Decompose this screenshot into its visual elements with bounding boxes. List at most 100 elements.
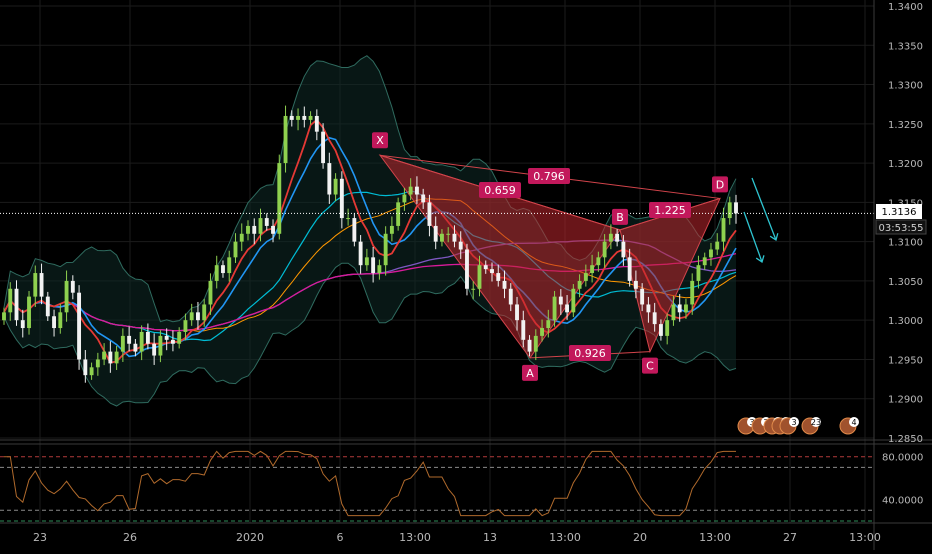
- candle-body: [665, 320, 670, 336]
- time-tick-label: 13:00: [699, 531, 731, 544]
- candle-body: [145, 331, 150, 344]
- moving-averages: [3, 118, 737, 364]
- projection-arrow-2-head: [755, 255, 765, 264]
- candle-body: [321, 131, 326, 164]
- candle-body: [258, 218, 263, 234]
- candle-body: [358, 241, 363, 266]
- candle-body: [646, 304, 651, 313]
- candle-body: [33, 273, 38, 297]
- candle-body: [364, 257, 369, 266]
- candle-body: [414, 186, 419, 195]
- candle-body: [452, 233, 457, 242]
- candle-body: [658, 324, 663, 336]
- pattern-labels: X A B C D 0.659 0.796 1.225 0.926: [372, 132, 728, 381]
- time-tick-label: 27: [783, 531, 797, 544]
- time-tick-label: 13:00: [549, 531, 581, 544]
- candle-body: [221, 265, 225, 274]
- candle-body: [20, 320, 25, 329]
- pattern-point-x: X: [376, 134, 384, 147]
- candle-body: [621, 241, 626, 258]
- price-tick-label: 1.3000: [888, 316, 923, 327]
- candle-body: [521, 320, 526, 340]
- ma-red: [3, 118, 737, 364]
- candle-body: [533, 335, 538, 352]
- candle-body: [308, 115, 313, 120]
- candle-body: [89, 367, 94, 376]
- price-tick-label: 1.3300: [888, 81, 923, 92]
- price-axis[interactable]: 1.34001.33501.33001.32501.32001.31501.31…: [882, 2, 923, 507]
- event-count-bg: [849, 417, 859, 427]
- candle-body: [508, 288, 513, 305]
- candle-body: [95, 359, 100, 368]
- projection-arrow-1-head: [769, 233, 779, 242]
- candle-body: [296, 115, 300, 120]
- event-markers[interactable]: 32333234: [737, 417, 859, 435]
- candle-body: [633, 280, 638, 289]
- event-count: 3: [749, 418, 754, 427]
- candle-body: [596, 257, 601, 266]
- price-tick-label: 1.2950: [888, 355, 923, 366]
- candle-body: [590, 265, 595, 274]
- candle-body: [133, 343, 138, 352]
- projection-arrows: [743, 177, 779, 264]
- candle-body: [283, 115, 288, 164]
- candle-body: [14, 288, 19, 321]
- candle-body: [377, 265, 382, 274]
- price-tick-label: 1.2850: [888, 434, 923, 445]
- candle-body: [571, 288, 576, 313]
- candle-body: [339, 178, 344, 219]
- candle-body: [715, 241, 720, 250]
- candle-body: [546, 320, 551, 329]
- candle-body: [440, 233, 444, 242]
- candle-body: [314, 115, 319, 132]
- projection-arrow-1: [751, 177, 777, 241]
- candle-body: [602, 241, 607, 258]
- candle-body: [465, 249, 469, 289]
- candle-body: [627, 257, 632, 281]
- candle-body: [27, 296, 31, 329]
- candle-body: [139, 331, 144, 352]
- candle-body: [433, 225, 438, 242]
- time-axis[interactable]: 23 26 2020 6 13:00 13 13:00 20 13:00 27 13:00: [33, 531, 881, 544]
- candles: [2, 105, 738, 383]
- event-count: 23: [811, 418, 821, 427]
- price-tick-label: 1.2900: [888, 395, 923, 406]
- event-count-bg: [789, 417, 799, 427]
- last-price-tag: 1.3136 03:53:55: [875, 204, 927, 235]
- ratio-label: 0.659: [484, 184, 516, 197]
- candle-body: [289, 115, 294, 120]
- candle-body: [371, 257, 376, 274]
- ratio-label-bg: [479, 182, 521, 198]
- candle-body: [690, 280, 695, 305]
- candle-body: [490, 269, 494, 274]
- candle-body: [233, 241, 238, 258]
- candle-body: [227, 257, 232, 274]
- candle-body: [721, 218, 726, 242]
- last-price-badge: [876, 204, 922, 219]
- candle-body: [408, 186, 413, 195]
- candle-body: [302, 115, 307, 120]
- price-tick-label: 1.3050: [888, 277, 923, 288]
- candle-body: [214, 265, 219, 281]
- candle-body: [39, 273, 44, 297]
- candle-body: [577, 280, 582, 289]
- candle-body: [352, 218, 357, 242]
- candle-body: [108, 351, 113, 364]
- candle-body: [684, 304, 688, 313]
- pattern-point-a-bg: [522, 364, 538, 381]
- candle-body: [396, 202, 401, 226]
- pattern-point-c: C: [646, 360, 654, 373]
- candle-body: [83, 359, 88, 376]
- candle-body: [120, 335, 125, 352]
- pattern-point-c-bg: [642, 357, 658, 374]
- candle-body: [389, 225, 394, 234]
- candle-body: [333, 178, 338, 195]
- pattern-point-b-bg: [612, 208, 628, 225]
- candle-body: [2, 312, 6, 321]
- event-count: 4: [851, 418, 856, 427]
- time-tick-label: 26: [123, 531, 137, 544]
- candle-body: [239, 233, 244, 242]
- candle-body: [515, 304, 519, 321]
- ma-magenta: [3, 252, 737, 332]
